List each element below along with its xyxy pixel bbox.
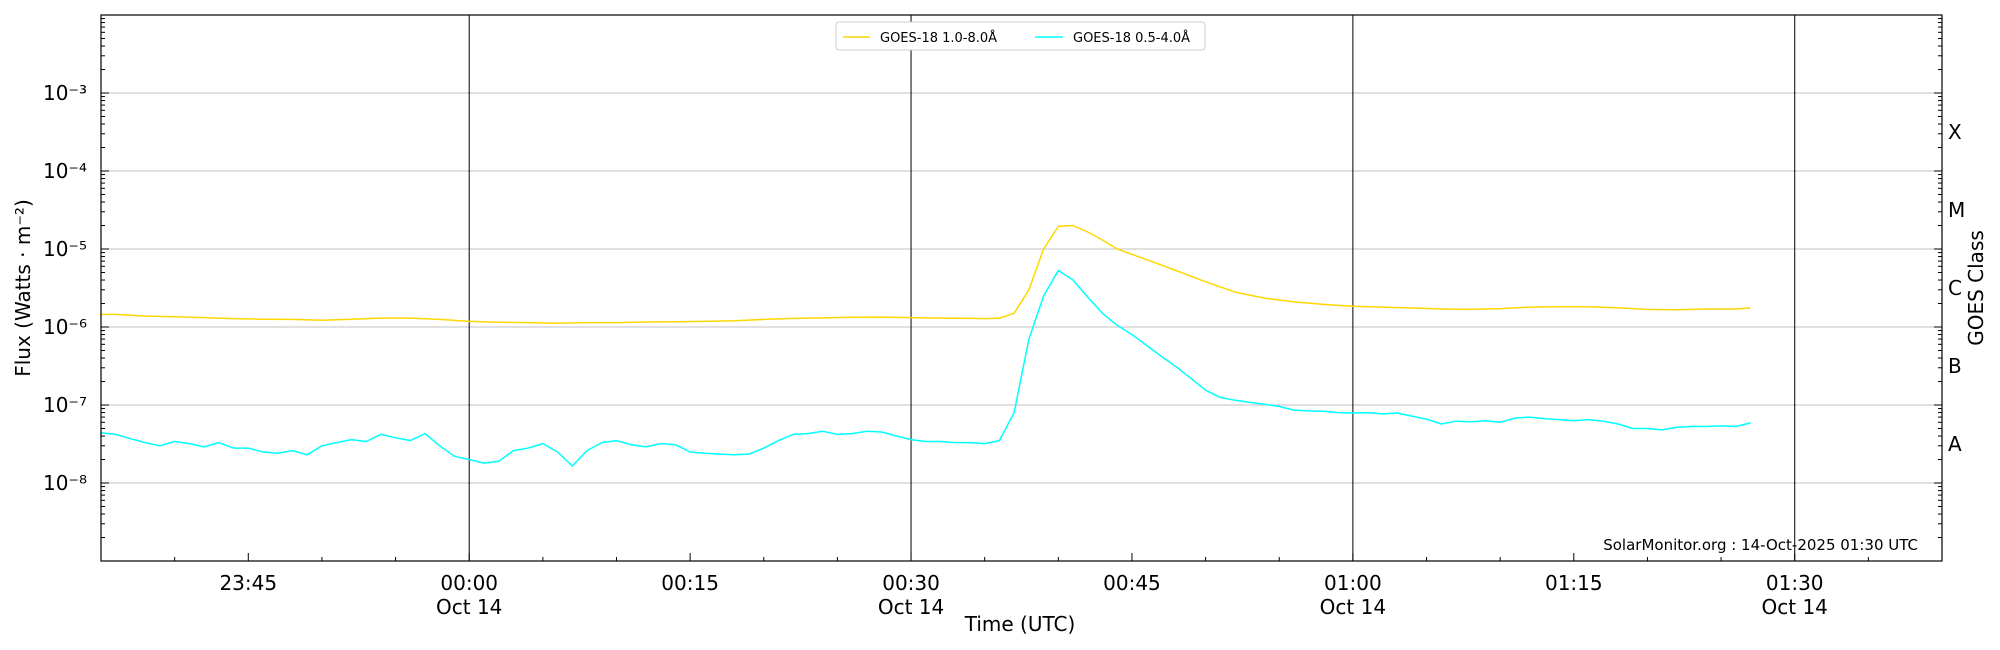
x-tick-label: 00:45 <box>1103 571 1161 595</box>
source-annotation: SolarMonitor.org : 14-Oct-2025 01:30 UTC <box>1603 536 1918 554</box>
x-tick-date-label: Oct 14 <box>1762 595 1828 619</box>
x-tick-label: 01:00 <box>1324 571 1382 595</box>
series-line-hard-xray <box>100 269 1751 467</box>
goes-class-label: C <box>1948 276 1962 300</box>
goes-class-label: B <box>1948 354 1962 378</box>
x-tick-label: 01:30 <box>1766 571 1824 595</box>
x-tick-label: 00:15 <box>661 571 719 595</box>
goes-class-label: X <box>1948 120 1962 144</box>
y-tick-label: 10⁻⁷ <box>43 393 87 417</box>
goes-class-axis-title: GOES Class <box>1964 230 1988 346</box>
x-axis-title: Time (UTC) <box>964 612 1076 636</box>
x-tick-date-label: Oct 14 <box>878 595 944 619</box>
y-tick-label: 10⁻⁴ <box>43 159 87 183</box>
x-tick-label: 01:15 <box>1545 571 1603 595</box>
x-tick-label: 23:45 <box>219 571 277 595</box>
grid-layer <box>101 15 1942 561</box>
x-tick-date-label: Oct 14 <box>436 595 502 619</box>
x-tick-date-label: Oct 14 <box>1320 595 1386 619</box>
y-tick-label: 10⁻³ <box>43 81 87 105</box>
goes-class-label: A <box>1948 432 1962 456</box>
plot-frame <box>100 14 1943 562</box>
y-tick-label: 10⁻⁵ <box>43 237 87 261</box>
series-line-soft-xray <box>101 224 1751 324</box>
legend-label-soft: GOES-18 1.0-8.0Å <box>880 30 997 46</box>
x-tick-label: 00:30 <box>882 571 940 595</box>
legend: GOES-18 1.0-8.0Å GOES-18 0.5-4.0Å <box>835 21 1206 51</box>
goes-class-label: M <box>1948 198 1965 222</box>
axes-layer <box>100 14 1943 562</box>
x-tick-label: 00:00 <box>440 571 498 595</box>
data-layer <box>100 224 1751 467</box>
legend-frame <box>835 21 1206 51</box>
y-tick-label: 10⁻⁶ <box>43 315 87 339</box>
y-tick-label: 10⁻⁸ <box>43 471 87 495</box>
legend-label-hard: GOES-18 0.5-4.0Å <box>1073 30 1190 46</box>
y-axis-title: Flux (Watts · m⁻²) <box>11 199 35 377</box>
